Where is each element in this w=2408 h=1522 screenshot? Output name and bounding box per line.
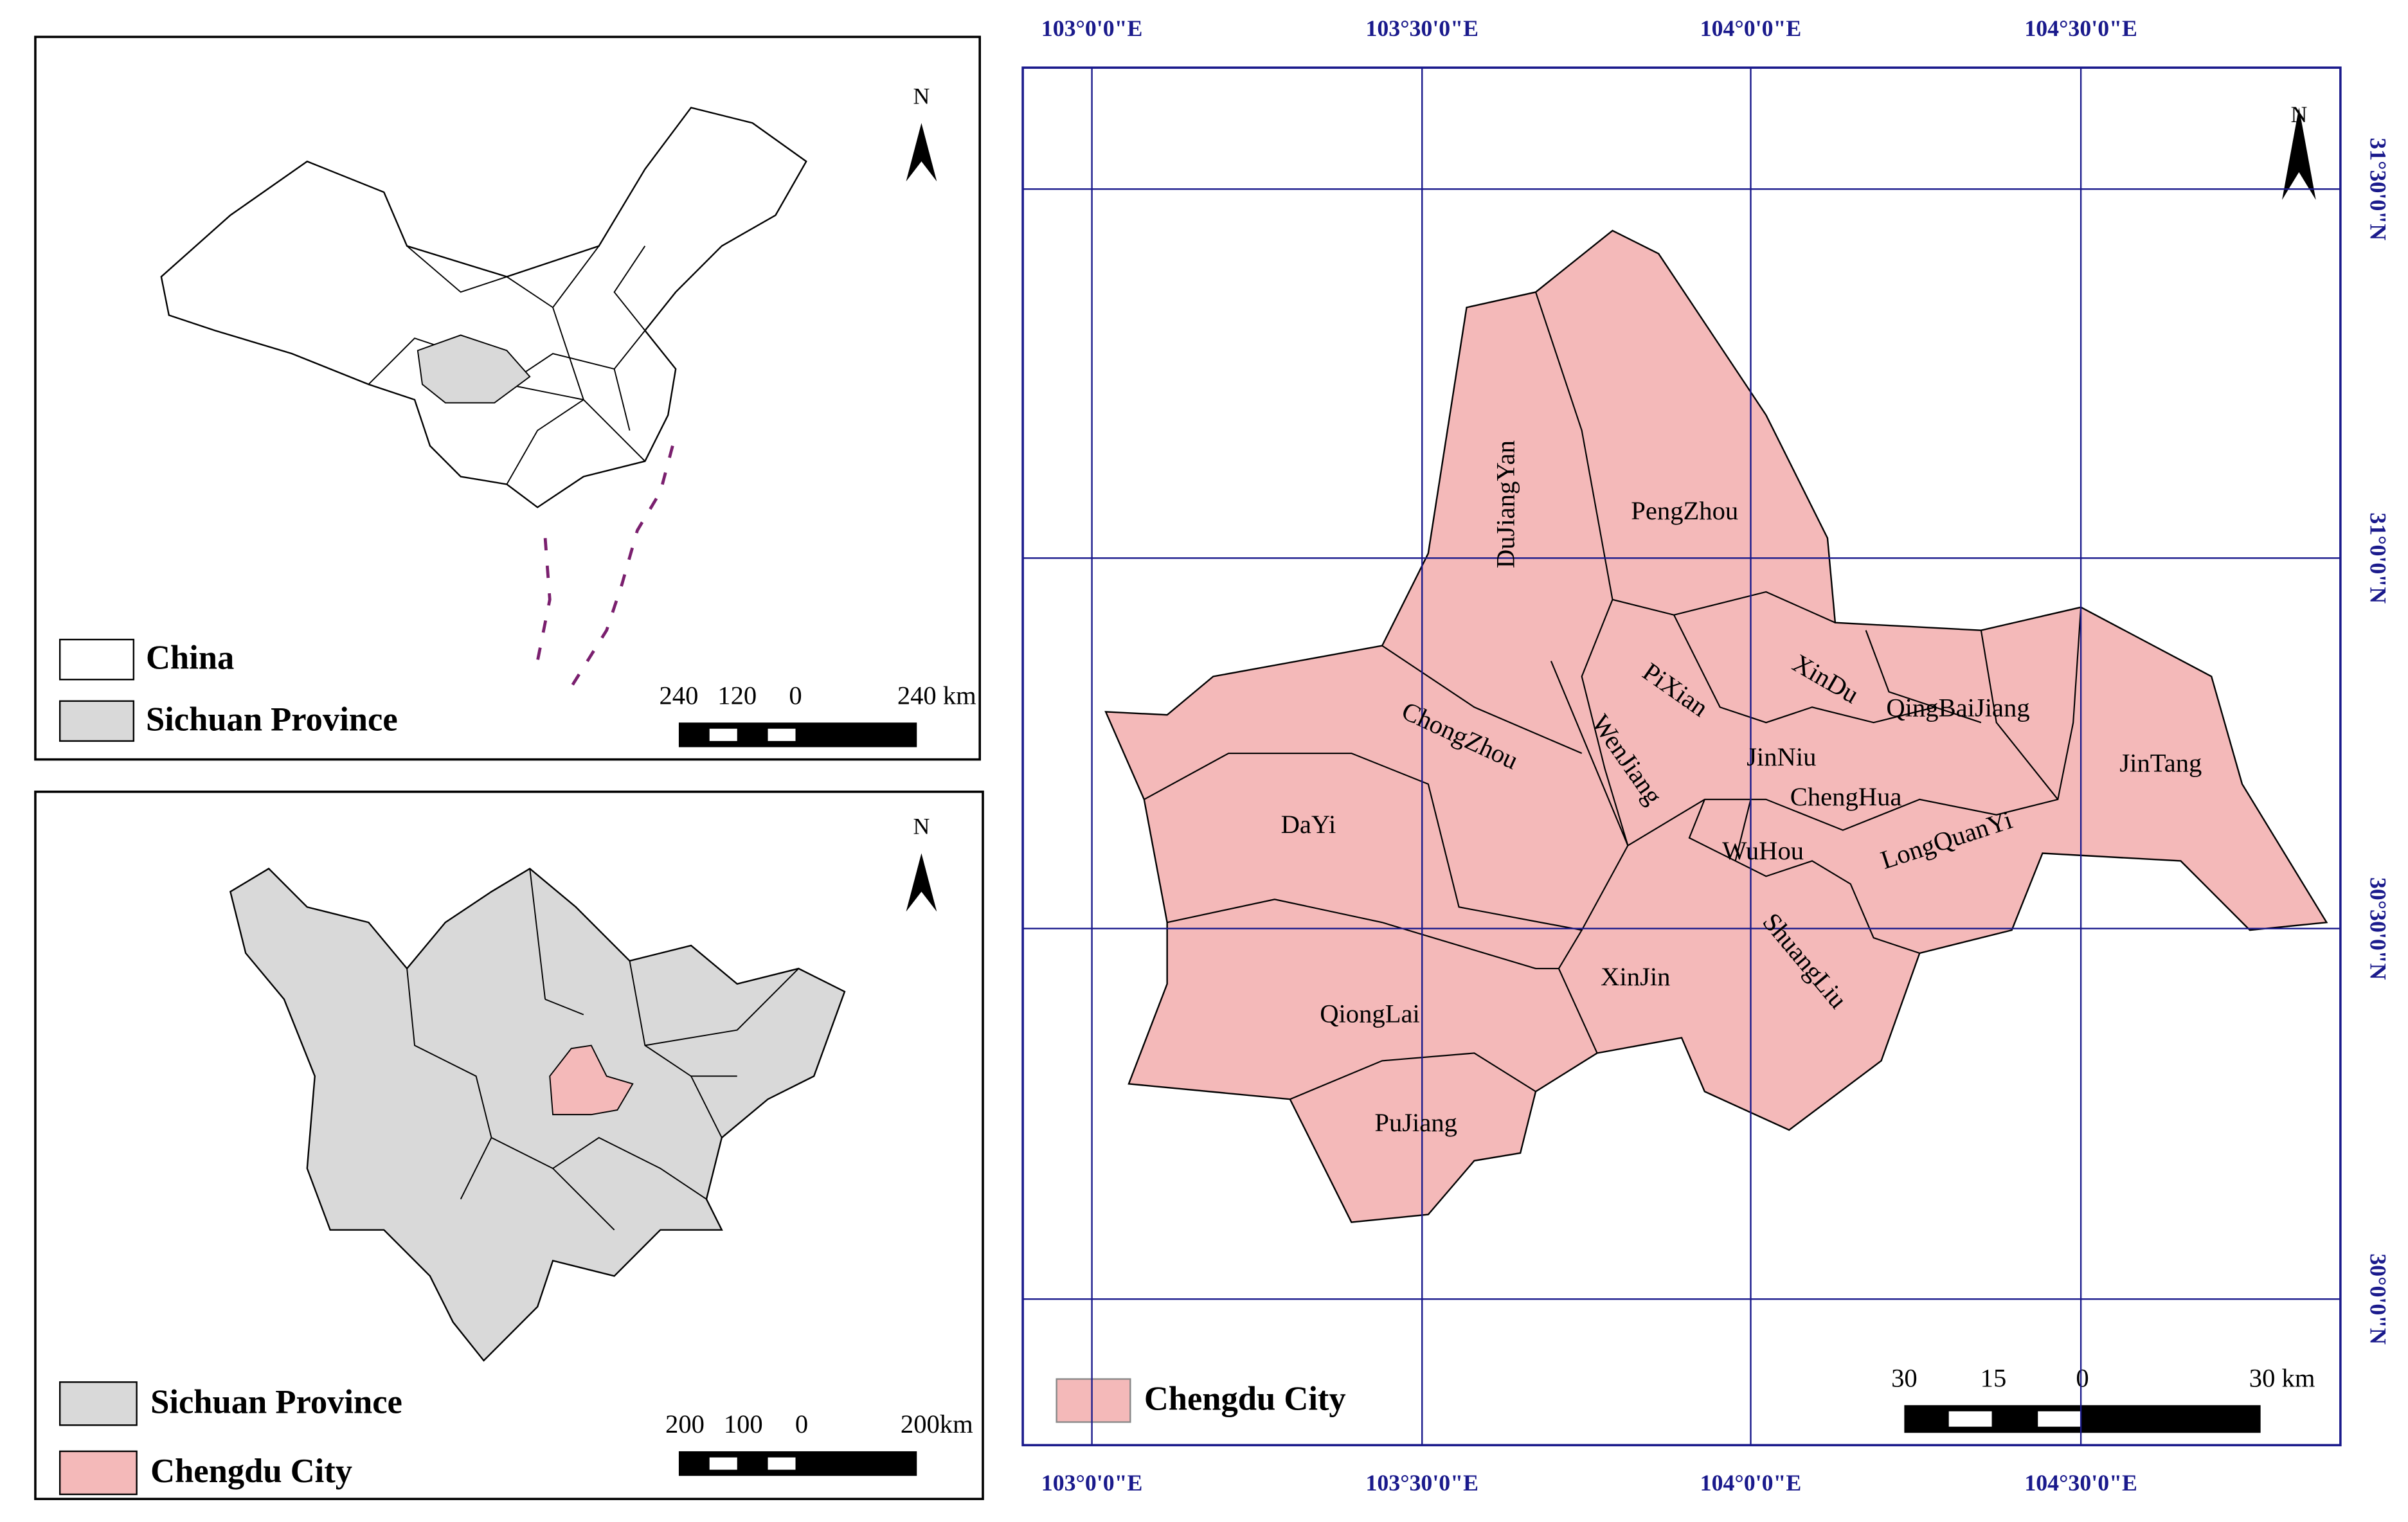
prefecture-borders xyxy=(406,868,799,1231)
scale-bar: 240 120 0 240 km xyxy=(660,681,976,748)
north-arrow xyxy=(2282,107,2316,200)
scale-segment xyxy=(2038,1411,2081,1427)
district-label: DaYi xyxy=(1281,810,1336,839)
north-label: N xyxy=(2290,102,2307,127)
north-arrow xyxy=(906,853,937,912)
longitude-label: 103°0'0"E xyxy=(1041,1470,1143,1496)
scale-segment xyxy=(709,1457,737,1470)
longitude-label: 104°0'0"E xyxy=(1700,1470,1802,1496)
sichuan-panel: N Sichuan Province Chengdu City 200 100 … xyxy=(34,791,984,1500)
legend-swatch xyxy=(58,700,135,742)
district-label: JinTang xyxy=(2119,748,2202,777)
legend-swatch xyxy=(58,1450,138,1496)
north-arrow xyxy=(906,123,937,182)
scale-segment xyxy=(1948,1411,1992,1427)
longitude-label: 104°0'0"E xyxy=(1700,15,1802,41)
scale-label: 15 xyxy=(1981,1363,2007,1392)
legend-swatch xyxy=(1056,1378,1131,1423)
district-label: PuJiang xyxy=(1374,1108,1457,1137)
legend-label: Chengdu City xyxy=(150,1453,352,1490)
scale-label: 200 xyxy=(665,1410,705,1438)
district-label: DuJiangYan xyxy=(1491,440,1520,568)
latitude-label: 30°0'0"N xyxy=(2366,1253,2391,1345)
scale-label: 120 xyxy=(717,681,757,710)
latitude-label: 31°0'0"N xyxy=(2366,512,2391,604)
district-label: XinJin xyxy=(1601,962,1670,991)
district-label: PengZhou xyxy=(1631,496,1738,525)
legend-label: Sichuan Province xyxy=(150,1383,402,1420)
district-label: QingBaiJiang xyxy=(1886,693,2029,722)
province-borders xyxy=(368,245,646,485)
district-borders xyxy=(1144,292,2082,1100)
legend-label: China xyxy=(146,640,234,677)
scale-label: 0 xyxy=(2076,1363,2089,1392)
sichuan-highlight xyxy=(417,334,531,404)
chengdu-outline xyxy=(1104,229,2328,1223)
scale-label: 100 xyxy=(724,1410,763,1438)
longitude-label: 103°30'0"E xyxy=(1365,1470,1478,1496)
north-label: N xyxy=(913,813,930,839)
chengdu-panel: N Chengdu City 30 15 0 30 km 103°0'0"E 10… xyxy=(1021,15,2391,1496)
scale-label: 0 xyxy=(789,681,802,710)
latitude-label: 30°30'0"N xyxy=(2366,877,2391,980)
legend-swatch xyxy=(58,1381,138,1426)
china-panel: N China Sichuan Province 240 120 0 240 k… xyxy=(34,35,981,761)
district-label: QiongLai xyxy=(1320,999,1420,1028)
scale-label: 240 xyxy=(660,681,699,710)
district-label: WuHou xyxy=(1722,836,1804,865)
scale-bar: 30 15 0 30 km xyxy=(1891,1363,2315,1433)
longitude-label: 104°30'0"E xyxy=(2024,1470,2137,1496)
scale-label: 200km xyxy=(901,1410,973,1438)
scale-segment xyxy=(709,728,737,741)
longitude-label: 103°0'0"E xyxy=(1041,15,1143,41)
legend-label: Sichuan Province xyxy=(146,701,398,738)
district-label: ChengHua xyxy=(1790,782,1902,811)
chengdu-highlight xyxy=(549,1044,634,1116)
scale-label: 0 xyxy=(795,1410,808,1438)
legend-swatch xyxy=(58,638,135,681)
scale-segment xyxy=(768,728,796,741)
north-label: N xyxy=(913,83,930,109)
latitude-label: 31°30'0"N xyxy=(2366,138,2391,240)
nine-dash-line xyxy=(535,445,674,693)
legend-label: Chengdu City xyxy=(1144,1380,1346,1417)
scale-label: 240 km xyxy=(897,681,976,710)
longitude-label: 103°30'0"E xyxy=(1365,15,1478,41)
scale-segment xyxy=(768,1457,796,1470)
scale-bar: 200 100 0 200km xyxy=(665,1410,973,1476)
district-label: JinNiu xyxy=(1747,742,1816,771)
longitude-label: 104°30'0"E xyxy=(2024,15,2137,41)
scale-label: 30 km xyxy=(2249,1363,2315,1392)
scale-label: 30 xyxy=(1891,1363,1918,1392)
